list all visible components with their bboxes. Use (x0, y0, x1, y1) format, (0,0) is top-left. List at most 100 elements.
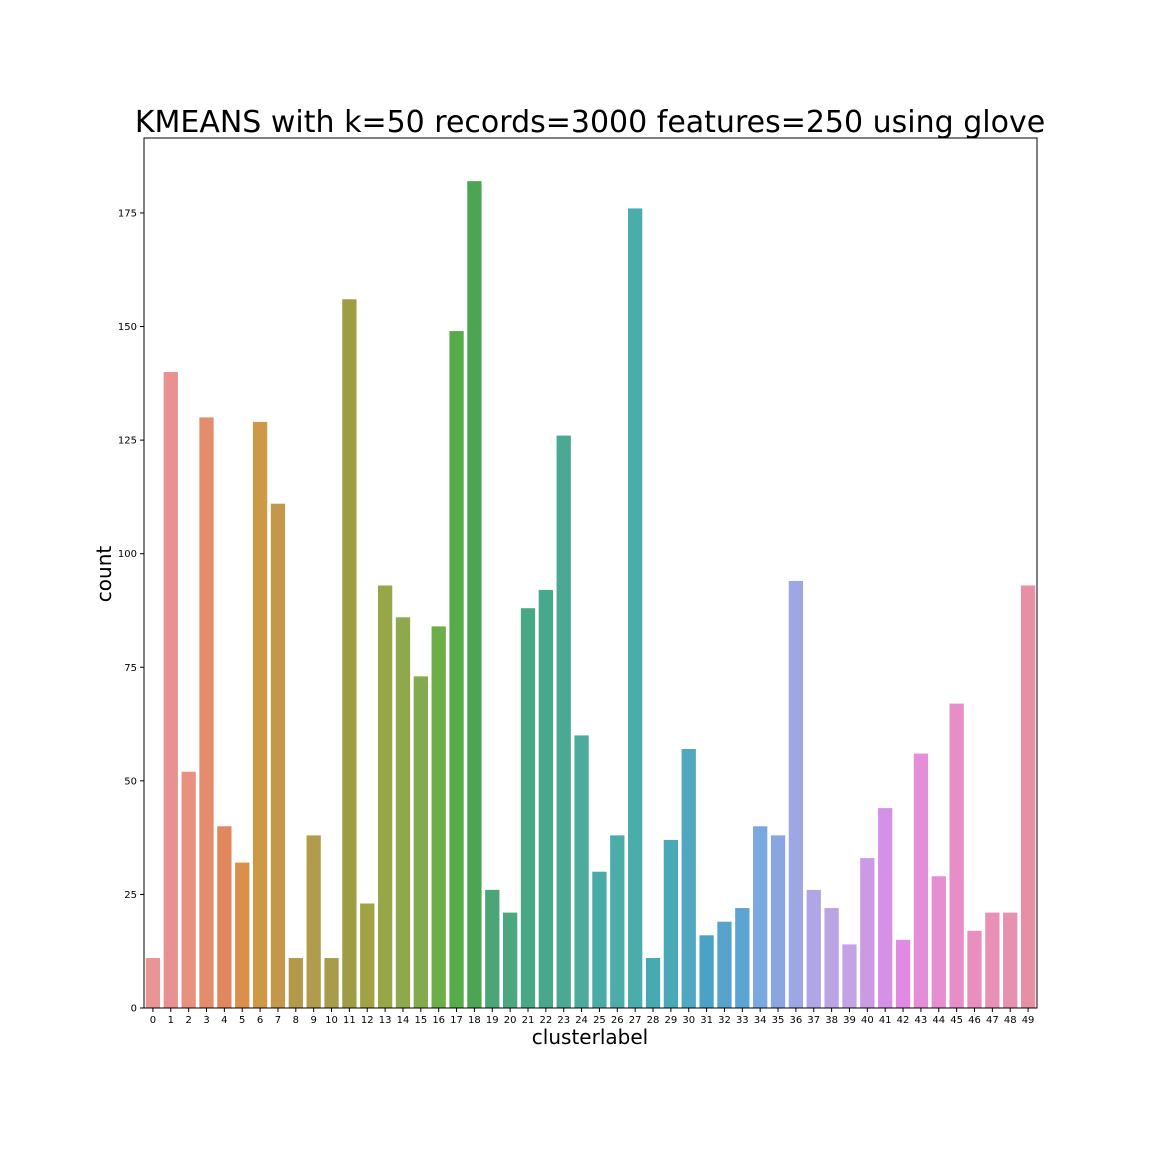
bar-cluster-19 (485, 889, 500, 1008)
bar-cluster-0 (145, 958, 161, 1008)
bar-cluster-43 (913, 753, 929, 1008)
bar-cluster-28 (645, 958, 661, 1008)
bar-cluster-10 (324, 958, 339, 1008)
x-tick-label: 16 (432, 1015, 445, 1026)
x-tick-label: 29 (665, 1015, 678, 1026)
plot-frame (143, 137, 1038, 1009)
bar-cluster-35 (770, 835, 786, 1008)
bar-cluster-30 (681, 749, 696, 1008)
bar-cluster-34 (753, 826, 768, 1008)
bar-cluster-24 (574, 735, 589, 1008)
x-tick-label: 37 (807, 1015, 820, 1026)
x-tick-label: 48 (1004, 1015, 1017, 1026)
x-tick-label: 1 (168, 1015, 174, 1026)
bar-cluster-33 (735, 908, 750, 1008)
x-tick-label: 38 (825, 1015, 838, 1026)
y-tick-label: 0 (131, 1004, 137, 1015)
x-tick-label: 28 (647, 1015, 660, 1026)
bar-cluster-11 (342, 299, 357, 1008)
x-tick-label: 40 (861, 1015, 874, 1026)
x-tick-label: 43 (915, 1015, 928, 1026)
x-tick-label: 2 (185, 1015, 191, 1026)
bar-cluster-4 (217, 826, 232, 1008)
bar-cluster-38 (824, 908, 839, 1008)
bar-cluster-41 (878, 808, 893, 1008)
x-tick-label: 11 (343, 1015, 356, 1026)
x-tick-label: 5 (239, 1015, 245, 1026)
bar-cluster-23 (556, 435, 571, 1008)
x-axis-label: clusterlabel (532, 1025, 648, 1049)
bar-cluster-44 (931, 876, 946, 1008)
x-tick-label: 45 (950, 1015, 963, 1026)
x-axis: 0 1 2 3 4 5 6 7 8 9 10 11 12 13 14 15 16 17 18 19 20 21 22 23 24… (150, 1008, 1035, 1026)
x-tick-label: 6 (257, 1015, 263, 1026)
bar-cluster-20 (502, 912, 518, 1008)
x-tick-label: 0 (150, 1015, 156, 1026)
x-tick-label: 23 (557, 1015, 570, 1026)
bar-cluster-49 (1020, 585, 1036, 1008)
x-tick-label: 32 (718, 1015, 731, 1026)
y-tick-label: 125 (118, 436, 137, 447)
y-tick-label: 100 (118, 549, 137, 560)
bar-cluster-18 (467, 181, 482, 1008)
bar-cluster-31 (699, 935, 714, 1008)
x-tick-label: 46 (968, 1015, 981, 1026)
x-tick-label: 27 (629, 1015, 642, 1026)
x-tick-label: 8 (293, 1015, 299, 1026)
x-tick-label: 22 (539, 1015, 552, 1026)
bar-cluster-22 (538, 590, 553, 1008)
x-tick-label: 49 (1022, 1015, 1035, 1026)
bar-cluster-48 (1003, 912, 1018, 1008)
bar-cluster-7 (270, 503, 286, 1008)
bar-cluster-12 (360, 903, 375, 1008)
x-tick-label: 10 (325, 1015, 338, 1026)
x-tick-label: 21 (522, 1015, 535, 1026)
x-tick-label: 35 (772, 1015, 785, 1026)
x-tick-label: 15 (414, 1015, 427, 1026)
bars-group (145, 181, 1036, 1009)
bar-cluster-40 (860, 858, 875, 1008)
bar-cluster-25 (592, 871, 607, 1008)
chart-title: KMEANS with k=50 records=3000 features=2… (135, 105, 1045, 140)
bar-cluster-14 (395, 617, 411, 1008)
bar-cluster-9 (306, 835, 321, 1008)
x-tick-label: 26 (611, 1015, 624, 1026)
y-tick-label: 25 (124, 890, 137, 901)
bar-cluster-32 (717, 921, 732, 1008)
x-tick-label: 25 (593, 1015, 606, 1026)
y-axis: 0 25 50 75 100 125 150 175 (118, 208, 144, 1015)
bar-cluster-16 (431, 626, 446, 1008)
y-tick-label: 50 (124, 776, 137, 787)
bar-cluster-15 (413, 676, 428, 1008)
bar-cluster-37 (806, 889, 821, 1008)
x-tick-label: 24 (575, 1015, 588, 1026)
bar-cluster-13 (377, 585, 393, 1008)
x-tick-label: 18 (468, 1015, 481, 1026)
bar-cluster-36 (788, 580, 804, 1008)
y-tick-label: 150 (118, 322, 137, 333)
x-tick-label: 41 (879, 1015, 892, 1026)
x-tick-label: 4 (221, 1015, 227, 1026)
x-tick-label: 47 (986, 1015, 999, 1026)
x-tick-label: 44 (932, 1015, 945, 1026)
x-tick-label: 20 (504, 1015, 517, 1026)
bar-cluster-17 (449, 331, 464, 1009)
x-tick-label: 7 (275, 1015, 281, 1026)
x-tick-label: 36 (790, 1015, 803, 1026)
x-tick-label: 39 (843, 1015, 856, 1026)
bar-cluster-45 (949, 703, 964, 1008)
bar-cluster-39 (842, 944, 857, 1008)
x-tick-label: 30 (682, 1015, 695, 1026)
bar-cluster-1 (163, 371, 178, 1009)
bar-cluster-42 (895, 939, 911, 1008)
x-tick-label: 3 (203, 1015, 209, 1026)
x-tick-label: 12 (361, 1015, 374, 1026)
y-tick-label: 75 (124, 663, 137, 674)
bar-cluster-3 (199, 417, 214, 1008)
bar-cluster-47 (985, 912, 1000, 1008)
y-tick-label: 175 (118, 208, 137, 219)
bar-cluster-21 (520, 608, 536, 1008)
bar-cluster-46 (967, 930, 982, 1008)
bar-cluster-2 (181, 771, 196, 1008)
